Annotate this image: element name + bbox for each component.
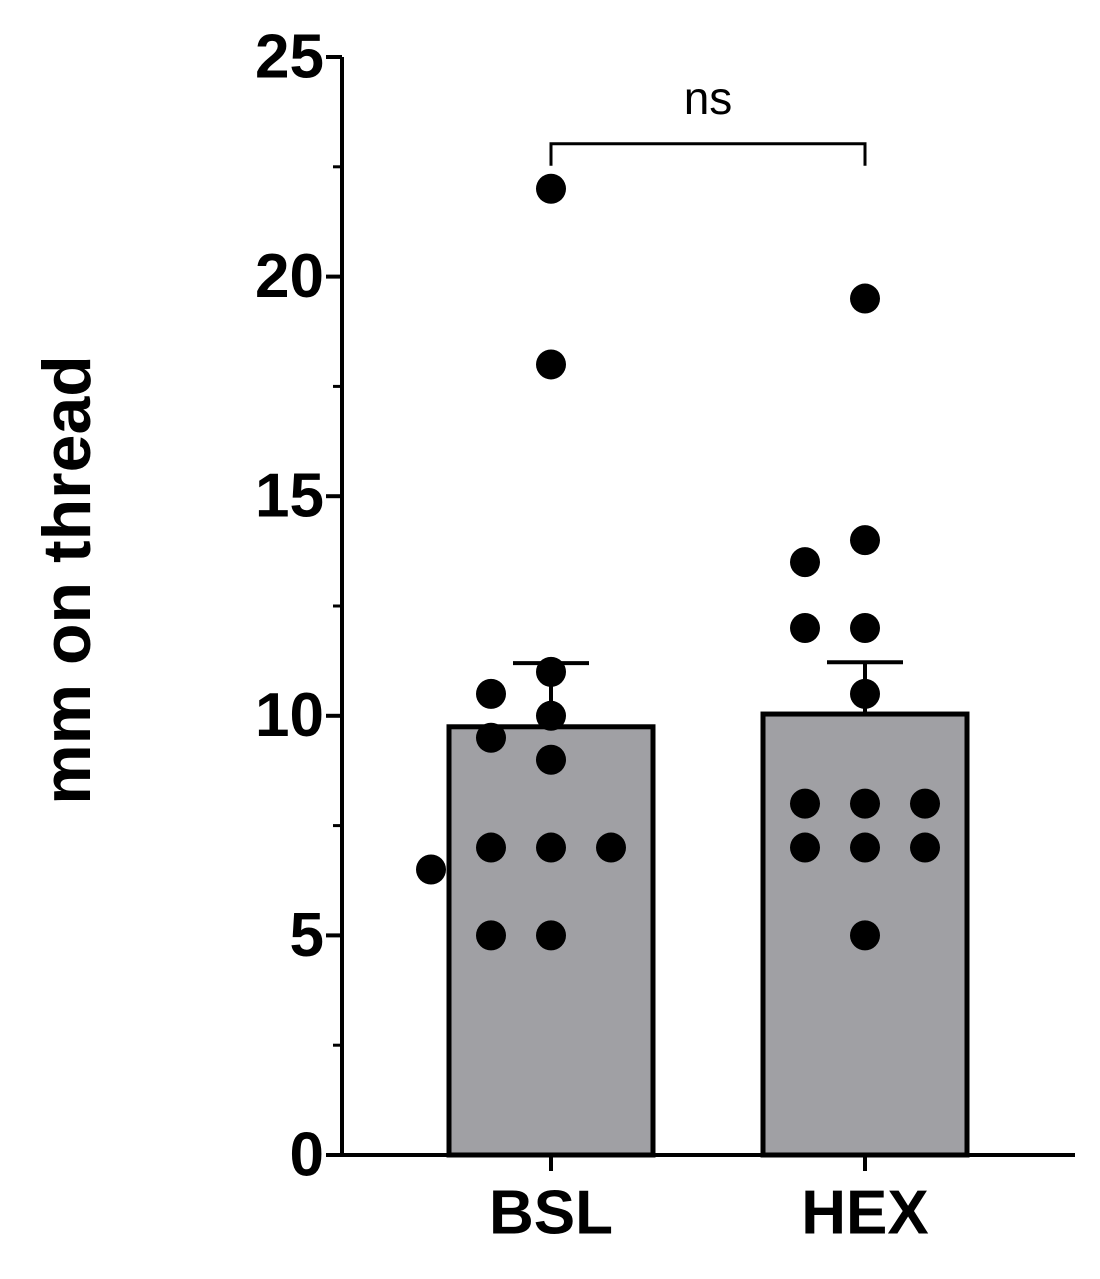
data-point (850, 920, 880, 951)
y-axis-label: mm on thread (29, 355, 105, 805)
y-tick-label: 25 (255, 22, 324, 91)
y-tick-label: 0 (290, 1120, 324, 1189)
data-point (790, 788, 820, 819)
data-point (536, 349, 566, 380)
data-point (536, 832, 566, 863)
x-tick-label: HEX (801, 1178, 928, 1247)
data-point (850, 283, 880, 314)
data-point (850, 525, 880, 556)
data-point (850, 612, 880, 643)
y-tick-label: 15 (255, 462, 324, 531)
x-tick-label: BSL (489, 1178, 613, 1247)
y-tick-label: 20 (255, 242, 324, 311)
data-point (536, 700, 566, 731)
data-point (790, 832, 820, 863)
data-point (476, 722, 506, 753)
y-tick-label: 10 (255, 681, 324, 750)
data-point (910, 788, 940, 819)
data-point (790, 547, 820, 578)
data-point (416, 854, 446, 885)
data-point (536, 173, 566, 204)
significance-bracket (549, 142, 867, 166)
data-point (596, 832, 626, 863)
data-point (850, 788, 880, 819)
data-point (910, 832, 940, 863)
data-point (850, 678, 880, 709)
data-point (536, 744, 566, 775)
data-point (536, 656, 566, 687)
data-point (476, 832, 506, 863)
y-tick-label: 5 (290, 901, 324, 970)
data-point (476, 678, 506, 709)
data-point (476, 920, 506, 951)
data-point (850, 832, 880, 863)
data-point (536, 920, 566, 951)
data-point (790, 612, 820, 643)
annotation: ns (684, 72, 733, 124)
